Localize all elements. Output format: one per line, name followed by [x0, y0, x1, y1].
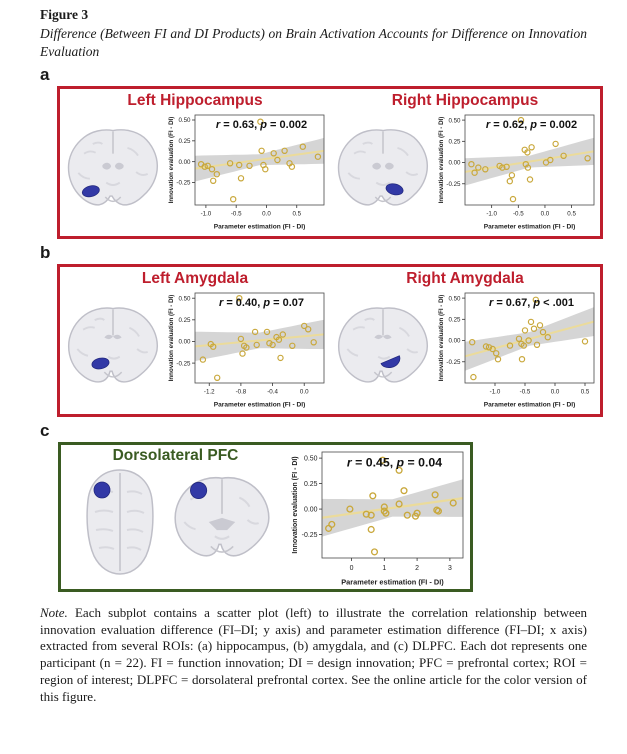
- svg-text:0.50: 0.50: [178, 296, 191, 303]
- scatter-right-hippocampus: -1.0 -0.5 0.0 0.5 0.50 0.25 0.00 -0.25 Parameter…: [438, 114, 595, 231]
- brain-coronal-left-amygdala-image: [67, 307, 159, 383]
- figure-caption: Difference (Between FI and DI Products) …: [40, 26, 587, 59]
- note-label: Note.: [40, 604, 68, 620]
- title-left-amygdala: Left Amygdala: [141, 269, 249, 287]
- svg-text:2: 2: [415, 564, 419, 571]
- svg-text:r = 0.40, p = 0.07: r = 0.40, p = 0.07: [219, 297, 304, 309]
- title-right-hippocampus: Right Hippocampus: [391, 91, 539, 109]
- svg-text:0.00: 0.00: [178, 159, 191, 166]
- svg-text:0.0: 0.0: [541, 211, 550, 218]
- brain-coronal-right-amygdala-image: [337, 307, 429, 383]
- roi-blob-dlpfc-axial: [93, 481, 110, 499]
- svg-text:0.25: 0.25: [448, 139, 461, 146]
- svg-text:0.00: 0.00: [448, 160, 461, 167]
- svg-text:-1.2: -1.2: [204, 389, 215, 396]
- svg-text:0.0: 0.0: [551, 389, 560, 396]
- svg-text:0.50: 0.50: [448, 296, 461, 303]
- svg-text:0.00: 0.00: [448, 338, 461, 345]
- svg-text:Parameter estimation (FI - DI): Parameter estimation (FI - DI): [341, 577, 444, 586]
- brain-axial-dlpfc-image: [85, 469, 154, 575]
- svg-text:Parameter estimation (FI - DI): Parameter estimation (FI - DI): [214, 402, 306, 409]
- svg-text:-0.5: -0.5: [231, 211, 242, 218]
- svg-text:-0.25: -0.25: [302, 531, 318, 538]
- roi-blob-right-hippocampus: [385, 183, 404, 196]
- roi-blob-left-hippocampus: [81, 185, 100, 198]
- svg-text:0.5: 0.5: [581, 389, 590, 396]
- svg-text:-0.5: -0.5: [513, 211, 524, 218]
- title-dlpfc: Dorsolateral PFC: [112, 446, 239, 464]
- scatter-left-hippocampus: -1.0 -0.5 0.0 0.5 0.50 0.25 0.00 -0.25 Parameter…: [168, 114, 325, 231]
- panel-a-letter: a: [40, 64, 50, 84]
- svg-text:Innovation evaluation (FI - DI: Innovation evaluation (FI - DI): [438, 117, 445, 204]
- panel-c-letter: c: [40, 420, 50, 440]
- svg-text:0.25: 0.25: [304, 480, 318, 487]
- scatter-right-amygdala: -1.0 -0.5 0.0 0.5 0.50 0.25 0.00 -0.25 Parameter…: [438, 292, 595, 409]
- title-right-amygdala: Right Amygdala: [406, 269, 524, 287]
- svg-text:r = 0.45, p = 0.04: r = 0.45, p = 0.04: [347, 455, 442, 469]
- svg-text:r = 0.62, p = 0.002: r = 0.62, p = 0.002: [486, 119, 577, 131]
- svg-text:Innovation evaluation (FI - DI: Innovation evaluation (FI - DI): [168, 295, 175, 382]
- subpanel-left-hippocampus: Left Hippocampus -1.0 -0.5 0.0 0.5 0.50 0.25 0…: [60, 89, 330, 236]
- title-left-hippocampus: Left Hippocampus: [127, 91, 263, 109]
- brain-coronal-dlpfc-image: [173, 477, 270, 557]
- roi-blob-left-amygdala: [91, 357, 110, 370]
- svg-text:3: 3: [448, 564, 452, 571]
- subpanel-dlpfc-brains: Dorsolateral PFC: [61, 445, 290, 589]
- svg-text:Parameter estimation (FI - DI): Parameter estimation (FI - DI): [484, 402, 576, 409]
- svg-text:r = 0.67, p < .001: r = 0.67, p < .001: [489, 297, 574, 309]
- svg-text:-0.25: -0.25: [446, 181, 461, 188]
- panel-a-box: Left Hippocampus -1.0 -0.5 0.0 0.5 0.50 0.25 0…: [57, 85, 603, 239]
- svg-text:Parameter estimation (FI - DI): Parameter estimation (FI - DI): [484, 224, 576, 231]
- svg-text:1: 1: [382, 564, 386, 571]
- scatter-dlpfc: 0 1 2 3 0.50 0.25 0.00 -0.25 Parameter estimatio…: [292, 451, 464, 586]
- svg-text:-0.5: -0.5: [520, 389, 531, 396]
- svg-text:-1.0: -1.0: [201, 211, 212, 218]
- svg-text:Innovation evaluation (FI - DI: Innovation evaluation (FI - DI): [168, 117, 175, 204]
- svg-text:0: 0: [350, 564, 354, 571]
- figure-note: Note. Each subplot contains a scatter pl…: [40, 605, 587, 706]
- svg-text:0.50: 0.50: [448, 118, 461, 125]
- svg-text:0.25: 0.25: [178, 317, 191, 324]
- svg-text:-1.0: -1.0: [490, 389, 501, 396]
- subpanel-left-amygdala: Left Amygdala -1.2 -0.8 -0.4 0.0 0.50 0.25 0.0…: [60, 267, 330, 414]
- svg-text:0.50: 0.50: [304, 455, 318, 462]
- svg-text:Parameter estimation (FI - DI): Parameter estimation (FI - DI): [214, 224, 306, 231]
- svg-text:0.25: 0.25: [448, 317, 461, 324]
- svg-text:0.5: 0.5: [567, 211, 576, 218]
- svg-text:0.0: 0.0: [300, 389, 309, 396]
- svg-text:-0.25: -0.25: [176, 180, 191, 187]
- svg-text:Innovation evaluation (FI - DI: Innovation evaluation (FI - DI): [438, 295, 445, 382]
- svg-text:-1.0: -1.0: [486, 211, 497, 218]
- svg-text:Innovation evaluation (FI - DI: Innovation evaluation (FI - DI): [292, 456, 299, 553]
- svg-text:0.00: 0.00: [178, 339, 191, 346]
- roi-blob-dlpfc-coronal: [189, 482, 207, 500]
- subpanel-right-hippocampus: Right Hippocampus -1.0 -0.5 0.0 0.5 0.50 0.25…: [330, 89, 600, 236]
- svg-text:0.0: 0.0: [262, 211, 271, 218]
- svg-text:r = 0.63, p = 0.002: r = 0.63, p = 0.002: [216, 119, 307, 131]
- scatter-left-amygdala: -1.2 -0.8 -0.4 0.0 0.50 0.25 0.00 -0.25 Paramete…: [168, 292, 325, 409]
- svg-text:0.25: 0.25: [178, 138, 191, 145]
- svg-text:-0.4: -0.4: [267, 389, 278, 396]
- svg-text:0.00: 0.00: [304, 506, 318, 513]
- note-text: Each subplot contains a scatter plot (le…: [40, 604, 587, 705]
- brain-coronal-right-hippocampus-image: [337, 129, 429, 206]
- svg-text:-0.25: -0.25: [176, 361, 191, 368]
- panel-c-box: Dorsolateral PFC 0 1 2 3 0.5: [58, 441, 473, 592]
- svg-text:-0.8: -0.8: [236, 389, 247, 396]
- svg-text:0.50: 0.50: [178, 117, 191, 124]
- panel-b-letter: b: [40, 242, 51, 262]
- brain-coronal-left-hippocampus-image: [67, 129, 159, 206]
- figure-page: Figure 3 Difference (Between FI and DI P…: [40, 7, 603, 706]
- svg-text:0.5: 0.5: [292, 211, 301, 218]
- figure-label: Figure 3: [40, 7, 89, 22]
- subpanel-right-amygdala: Right Amygdala -1.0 -0.5 0.0 0.5 0.50 0.25 0.0…: [330, 267, 600, 414]
- svg-text:-0.25: -0.25: [446, 359, 461, 366]
- roi-blob-right-amygdala: [380, 355, 401, 369]
- panel-b-box: Left Amygdala -1.2 -0.8 -0.4 0.0 0.50 0.25 0.0…: [57, 263, 603, 417]
